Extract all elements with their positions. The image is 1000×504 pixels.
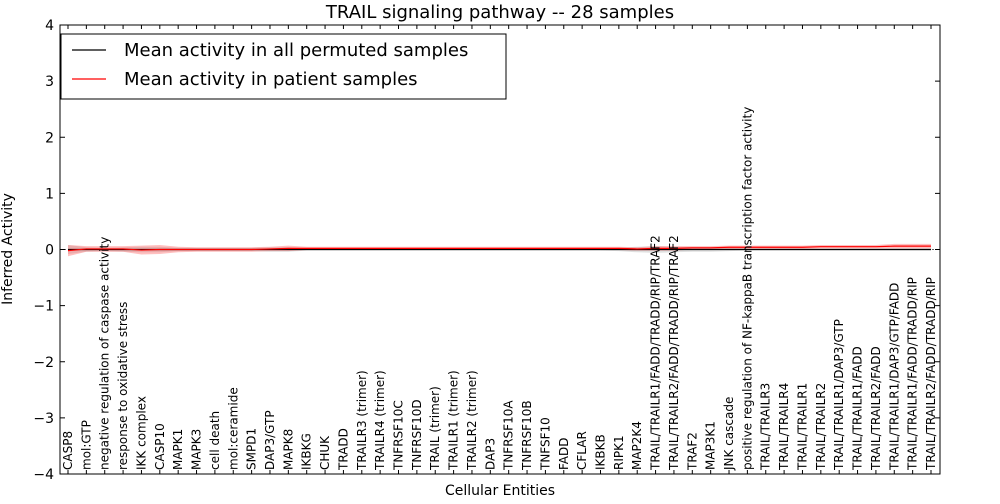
- category-label: CHUK: [318, 435, 332, 470]
- category-label: TRAILR3 (trimer): [355, 370, 369, 471]
- category-label: TRADD: [336, 428, 350, 471]
- category-label: TNFRSF10B: [520, 400, 534, 471]
- category-labels: CASP8 mol:GTP negative regulation of caspa…: [61, 107, 938, 471]
- y-tick-label: 4: [45, 18, 54, 34]
- category-label: FADD: [557, 438, 571, 471]
- category-label: mol:ceramide: [226, 387, 240, 470]
- category-label: cell death: [208, 411, 222, 470]
- plot-frame: [59, 24, 941, 475]
- category-label: positive regulation of NF-kappaB transcr…: [740, 107, 754, 470]
- category-label: TRAF2: [685, 432, 699, 471]
- category-label: TNFRSF10D: [410, 399, 424, 471]
- category-label: TRAIL/TRAILR1/FADD/TRADD/RIP/TRAF2: [649, 235, 663, 471]
- y-tick-label: 0: [45, 243, 54, 259]
- category-label: CASP10: [153, 423, 167, 470]
- category-label: MAPK3: [190, 429, 204, 470]
- y-tick-label: −1: [33, 299, 54, 315]
- category-label: IKBKB: [593, 434, 607, 470]
- chart-title: TRAIL signaling pathway -- 28 samples: [325, 2, 674, 23]
- category-label: RIPK1: [612, 435, 626, 470]
- category-label: TRAIL/TRAILR2/FADD: [869, 346, 883, 471]
- category-label: TRAIL/TRAILR2/FADD/TRADD/RIP/TRAF2: [667, 235, 681, 471]
- category-label: CFLAR: [575, 431, 589, 470]
- category-label: DAP3/GTP: [263, 410, 277, 470]
- y-tick-label: −2: [33, 355, 54, 371]
- axis-ticks: −4 −3 −2 −1 0 1 2 3 4: [33, 18, 940, 483]
- category-label: DAP3: [483, 438, 497, 470]
- category-label: TNFSF10: [538, 417, 552, 471]
- category-label: TNFRSF10C: [392, 400, 406, 471]
- category-label: mol:GTP: [79, 420, 93, 470]
- legend: Mean activity in all permuted samples Mea…: [60, 33, 507, 100]
- category-label: SMPD1: [245, 428, 259, 470]
- legend-entry: Mean activity in patient samples: [124, 69, 418, 90]
- category-label: MAP2K4: [630, 421, 644, 470]
- category-label: TRAILR1 (trimer): [447, 370, 461, 471]
- category-label: TRAIL (trimer): [428, 386, 442, 471]
- category-label: negative regulation of caspase activity: [98, 237, 112, 470]
- category-label: MAPK8: [281, 429, 295, 470]
- category-label: response to oxidative stress: [116, 302, 130, 470]
- category-label: MAP3K1: [704, 421, 718, 470]
- x-axis-label: Cellular Entities: [445, 483, 555, 499]
- category-label: TRAIL/TRAILR2/FADD/TRADD/RIP: [924, 277, 938, 471]
- y-tick-label: 3: [45, 74, 54, 90]
- category-label: TRAIL/TRAILR2: [814, 383, 828, 471]
- y-tick-label: −4: [33, 467, 54, 483]
- y-tick-label: 2: [45, 130, 54, 146]
- category-label: TRAIL/TRAILR1/DAP3/GTP/FADD: [887, 283, 901, 471]
- y-axis-label: Inferred Activity: [0, 193, 16, 305]
- category-label: JNK cascade: [722, 397, 736, 471]
- legend-entry: Mean activity in all permuted samples: [124, 40, 468, 61]
- category-label: TRAIL/TRAILR1/FADD/TRADD/RIP: [906, 277, 920, 471]
- category-label: MAPK1: [171, 429, 185, 470]
- category-label: TRAIL/TRAILR1: [795, 383, 809, 471]
- y-tick-label: −3: [33, 411, 54, 427]
- category-label: CASP8: [61, 431, 75, 470]
- legend-box: [60, 33, 507, 100]
- category-label: TRAIL/TRAILR4: [777, 383, 791, 471]
- category-label: IKK complex: [134, 396, 148, 470]
- series-line: [67, 245, 931, 252]
- category-label: TRAIL/TRAILR1/FADD: [851, 346, 865, 471]
- y-tick-label: 1: [45, 186, 54, 202]
- series-lines: [67, 245, 931, 252]
- category-label: TRAILR2 (trimer): [465, 370, 479, 471]
- category-label: TRAIL/TRAILR3: [759, 383, 773, 471]
- category-label: TNFRSF10A: [502, 400, 516, 471]
- category-label: TRAILR4 (trimer): [373, 370, 387, 471]
- category-label: IKBKG: [300, 433, 314, 470]
- category-label: TRAIL/TRAILR1/DAP3/GTP: [832, 319, 846, 471]
